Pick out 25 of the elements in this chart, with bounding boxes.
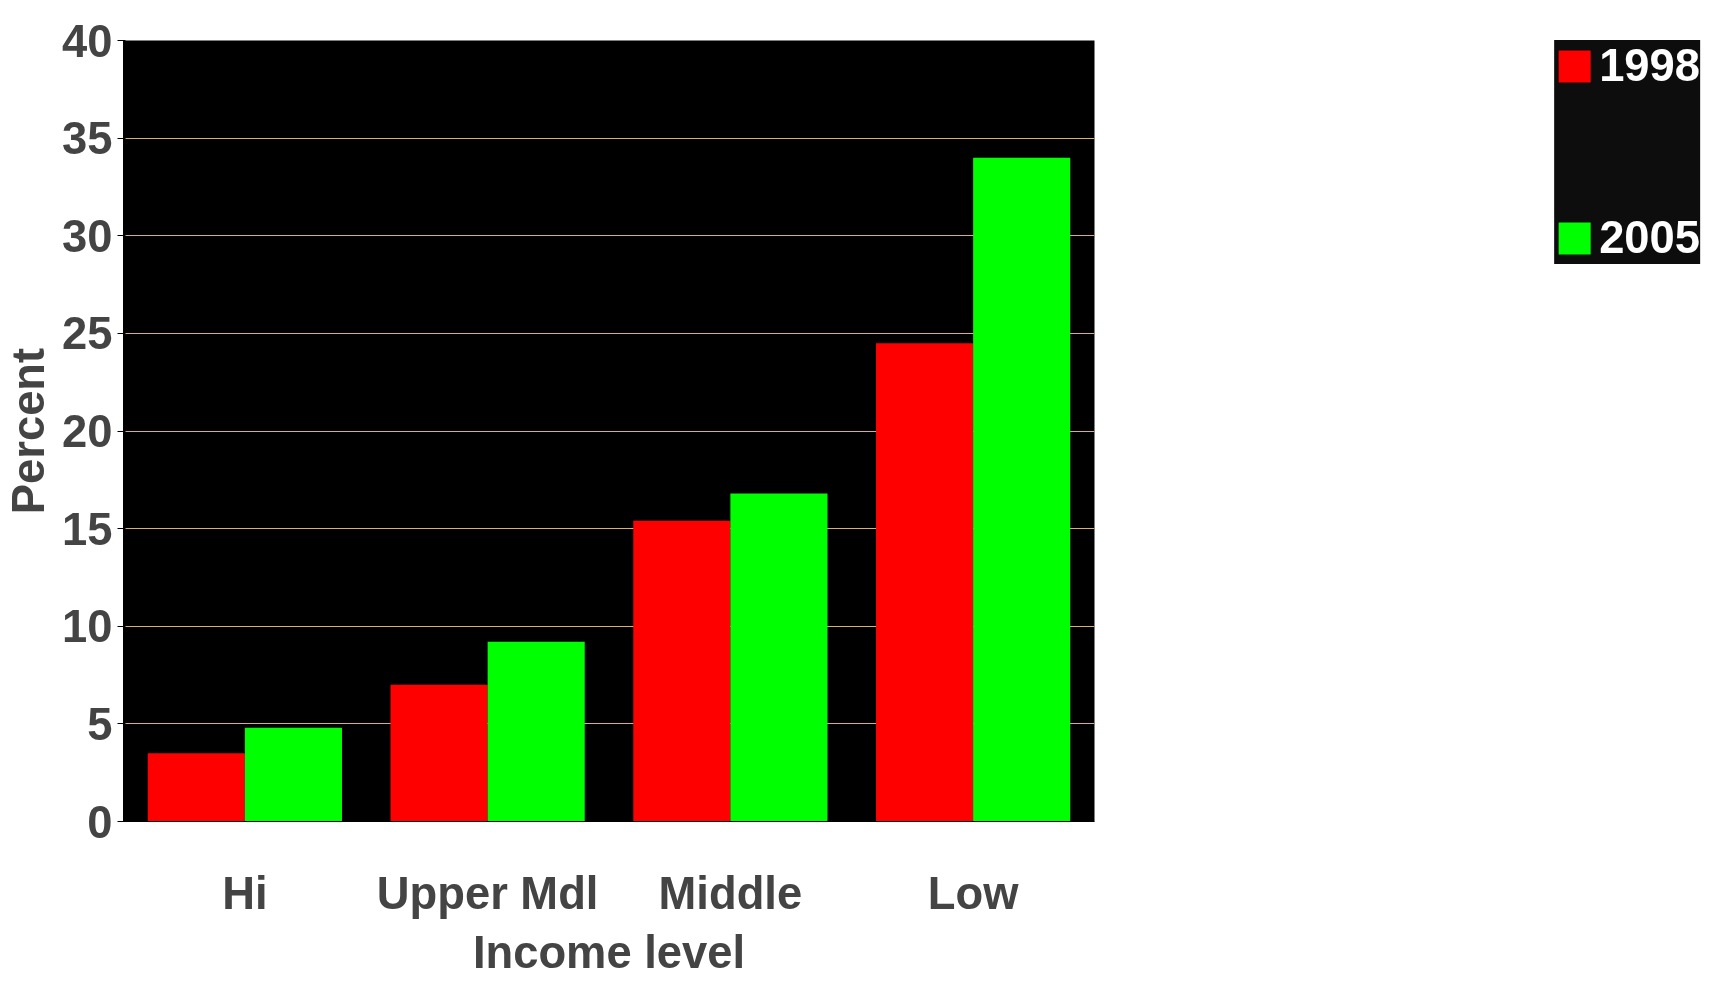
bar (633, 520, 731, 822)
y-axis-title: Percent (3, 347, 55, 515)
x-tick-label: Hi (222, 867, 268, 919)
legend-label: 1998 (1599, 40, 1700, 92)
y-tick-label: 35 (62, 113, 113, 165)
bar (244, 727, 342, 822)
y-tick-label: 20 (62, 406, 113, 457)
x-axis-title: Income level (472, 926, 746, 978)
bar (730, 493, 828, 822)
bar (147, 753, 245, 822)
bar (973, 157, 1071, 822)
y-tick-label: 25 (62, 308, 113, 360)
y-tick-label: 40 (62, 15, 113, 67)
y-tick-label: 30 (62, 210, 113, 262)
x-tick-label: Middle (658, 867, 803, 919)
y-tick-label: 10 (62, 601, 113, 653)
y-tick-label: 0 (87, 796, 113, 848)
y-tick-label: 15 (62, 503, 113, 555)
bar (390, 684, 488, 822)
bar (487, 641, 585, 822)
y-tick-label: 5 (87, 698, 113, 750)
x-tick-label: Low (927, 867, 1020, 919)
x-tick-label: Upper Mdl (376, 867, 599, 919)
bar (876, 343, 974, 822)
legend-label: 2005 (1599, 212, 1700, 264)
